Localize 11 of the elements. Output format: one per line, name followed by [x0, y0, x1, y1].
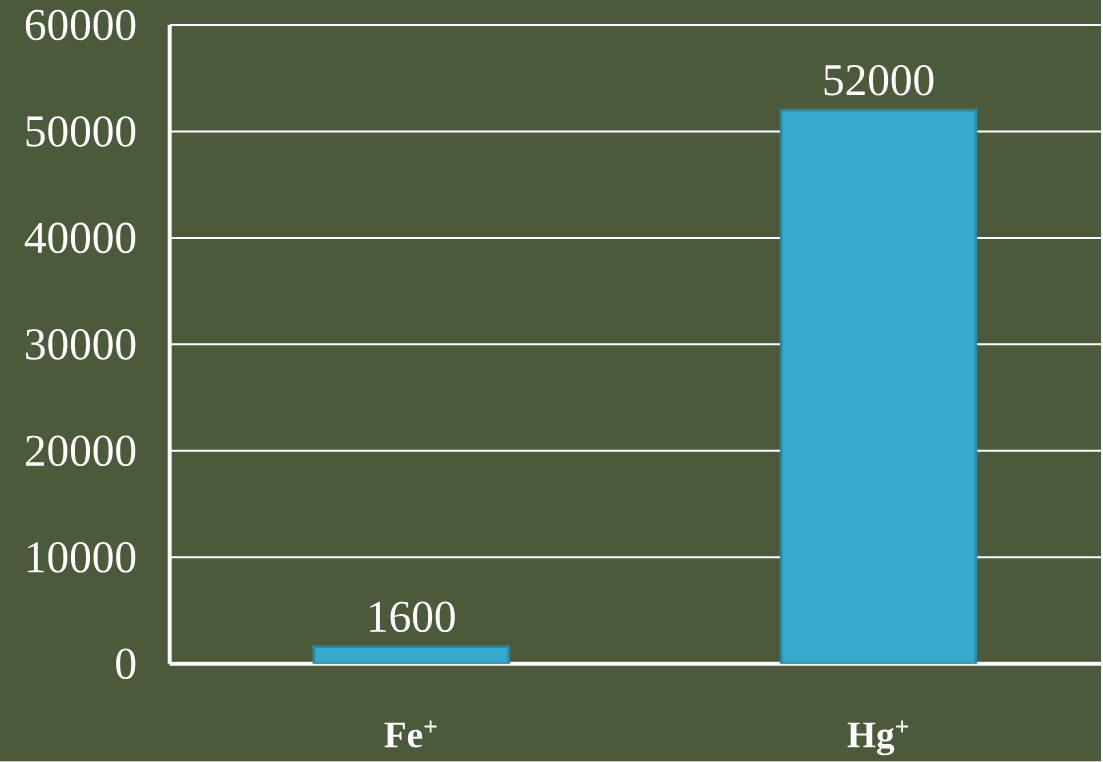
data-label: 1600 [370, 601, 455, 633]
y-tick-label: 40000 [24, 222, 136, 254]
x-tick-label: Hg$^{+}$ [847, 720, 909, 756]
y-tick-label: 60000 [25, 9, 136, 41]
y-tick-label: 0 [116, 648, 136, 680]
y-tick-label: 30000 [26, 329, 136, 360]
x-tick-label: Fe$^{+}$ [384, 720, 437, 748]
y-tick-label: 20000 [25, 435, 136, 467]
y-tick-label: 50000 [26, 116, 136, 147]
data-label: 52000 [824, 65, 934, 96]
y-tick-label: 10000 [27, 542, 136, 573]
